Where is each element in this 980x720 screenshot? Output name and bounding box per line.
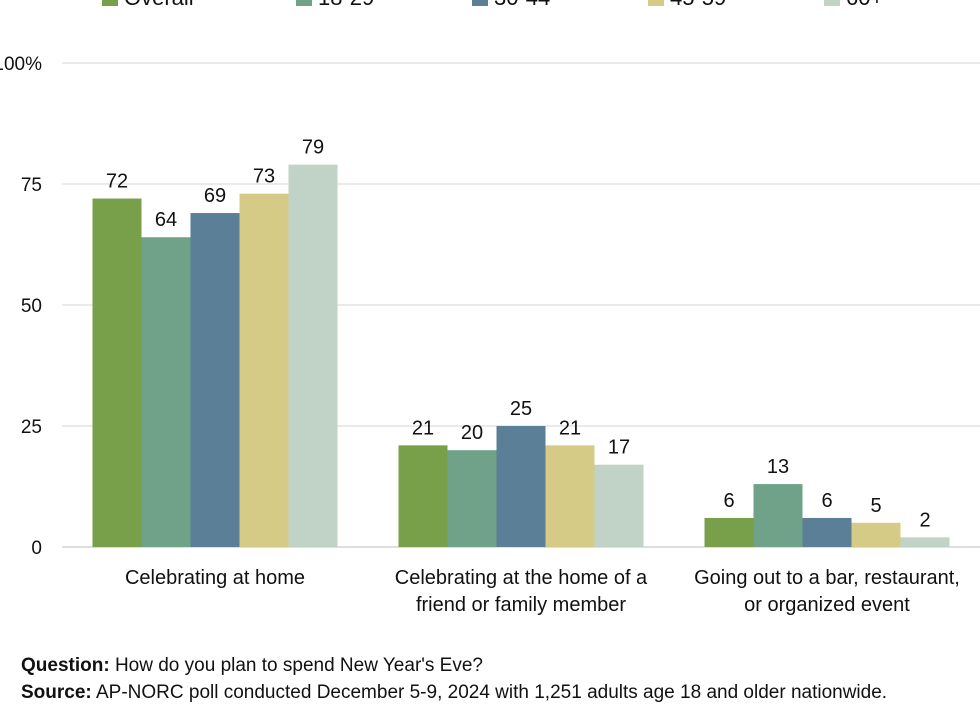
y-tick-label: 50 xyxy=(21,296,42,317)
bar xyxy=(851,522,901,547)
bar-value-label: 13 xyxy=(767,456,789,478)
bar xyxy=(594,464,644,547)
bar xyxy=(447,450,497,547)
legend-item: 30-44 xyxy=(472,0,550,10)
bar-value-label: 64 xyxy=(155,209,177,231)
bar-data-labels: 72 64 69 73 79 21 20 25 21 17 6 13 6 5 2 xyxy=(106,137,931,532)
legend-label: 18-29 xyxy=(318,0,374,10)
bar xyxy=(545,445,595,547)
legend-label: 45-59 xyxy=(670,0,726,10)
bar-value-label: 6 xyxy=(821,490,832,512)
bar-value-label: 6 xyxy=(723,490,734,512)
legend: Overall 18-29 30-44 45-59 60+ xyxy=(102,0,883,10)
bar-value-label: 72 xyxy=(106,171,128,193)
bar xyxy=(398,445,448,547)
bar xyxy=(900,537,950,547)
bars xyxy=(92,164,950,548)
y-tick-label: 100% xyxy=(0,54,42,75)
legend-swatch xyxy=(296,0,312,6)
question-line: Question: How do you plan to spend New Y… xyxy=(21,652,961,679)
legend-label: Overall xyxy=(124,0,194,10)
bar-value-label: 73 xyxy=(253,166,275,188)
y-tick-label: 0 xyxy=(31,538,42,559)
bar xyxy=(141,237,191,548)
bar-value-label: 20 xyxy=(461,422,483,444)
legend-item: 60+ xyxy=(824,0,883,10)
bar xyxy=(92,198,142,547)
chart-notes: Question: How do you plan to spend New Y… xyxy=(21,652,961,706)
y-tick-label: 75 xyxy=(21,175,42,196)
question-label: Question: xyxy=(21,655,110,676)
legend-label: 30-44 xyxy=(494,0,550,10)
question-text: How do you plan to spend New Year's Eve? xyxy=(109,655,483,676)
category-label: Celebrating at home xyxy=(125,567,305,589)
category-label: Celebrating at the home of a friend or fa… xyxy=(395,567,648,616)
legend-swatch xyxy=(472,0,488,6)
source-label: Source: xyxy=(21,682,92,703)
bar-value-label: 79 xyxy=(302,137,324,159)
bar-value-label: 17 xyxy=(608,437,630,459)
legend-swatch xyxy=(824,0,840,6)
legend-label: 60+ xyxy=(846,0,883,10)
legend-swatch xyxy=(648,0,664,6)
source-line: Source: AP-NORC poll conducted December … xyxy=(21,679,961,706)
x-axis-category-labels: Celebrating at home Celebrating at the ho… xyxy=(125,567,960,616)
category-label: Going out to a bar, restaurant, or organi… xyxy=(694,567,960,616)
bar xyxy=(802,517,852,547)
y-axis-ticks: 0 25 50 75 100% xyxy=(0,54,42,559)
bar xyxy=(753,484,803,547)
bar-value-label: 5 xyxy=(870,495,881,517)
bar xyxy=(239,193,289,547)
bar-chart: Overall18-2930-4445-5960+ 0255075100% 72… xyxy=(0,0,980,616)
bar-value-label: 21 xyxy=(412,417,434,439)
legend-swatch xyxy=(102,0,118,6)
bar xyxy=(288,164,338,547)
legend-item: Overall xyxy=(102,0,194,10)
bar xyxy=(704,517,754,547)
bar xyxy=(190,213,240,548)
bar-value-label: 69 xyxy=(204,185,226,207)
bar xyxy=(496,426,546,547)
source-text: AP-NORC poll conducted December 5-9, 202… xyxy=(91,682,888,703)
bar-value-label: 25 xyxy=(510,398,532,420)
legend-item: 45-59 xyxy=(648,0,726,10)
bar-value-label: 21 xyxy=(559,417,581,439)
legend-item: 18-29 xyxy=(296,0,374,10)
bar-value-label: 2 xyxy=(919,509,930,531)
y-tick-label: 25 xyxy=(21,417,42,438)
